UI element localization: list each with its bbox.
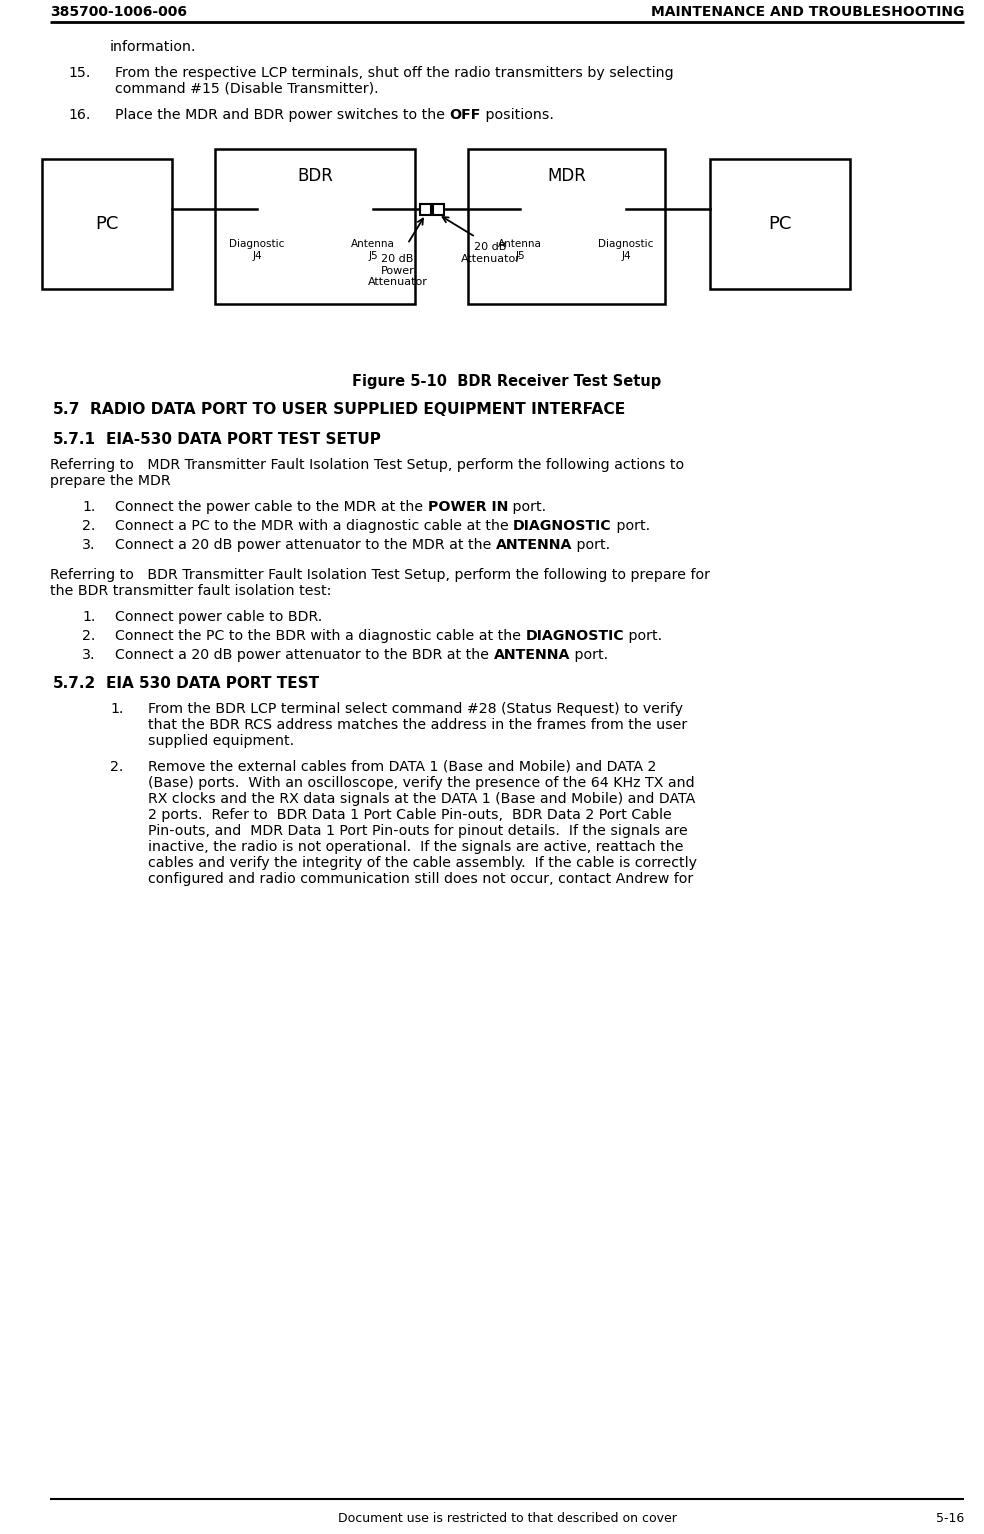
Text: 16.: 16. <box>68 107 91 123</box>
Text: 20 dB
Attenuator: 20 dB Attenuator <box>461 242 521 264</box>
Text: 20 dB
Power
Attenuator: 20 dB Power Attenuator <box>368 255 427 287</box>
Text: Antenna
J5: Antenna J5 <box>351 239 395 261</box>
Text: PC: PC <box>769 215 792 233</box>
Text: 5-16: 5-16 <box>936 1513 964 1525</box>
Text: cables and verify the integrity of the cable assembly.  If the cable is correctl: cables and verify the integrity of the c… <box>148 856 697 870</box>
Text: Diagnostic
J4: Diagnostic J4 <box>229 239 284 261</box>
Text: RX clocks and the RX data signals at the DATA 1 (Base and Mobile) and DATA: RX clocks and the RX data signals at the… <box>148 792 696 805</box>
Bar <box>42 160 172 288</box>
Text: Connect power cable to BDR.: Connect power cable to BDR. <box>115 611 322 624</box>
Text: 2 ports.  Refer to  BDR Data 1 Port Cable Pin-outs,  BDR Data 2 Port Cable: 2 ports. Refer to BDR Data 1 Port Cable … <box>148 808 672 822</box>
Text: Connect the PC to the BDR with a diagnostic cable at the: Connect the PC to the BDR with a diagnos… <box>115 629 525 643</box>
Text: MAINTENANCE AND TROUBLESHOOTING: MAINTENANCE AND TROUBLESHOOTING <box>650 5 964 18</box>
Text: supplied equipment.: supplied equipment. <box>148 733 294 749</box>
Text: RADIO DATA PORT TO USER SUPPLIED EQUIPMENT INTERFACE: RADIO DATA PORT TO USER SUPPLIED EQUIPME… <box>90 402 625 417</box>
Text: OFF: OFF <box>450 107 481 123</box>
Text: Connect a PC to the MDR with a diagnostic cable at the: Connect a PC to the MDR with a diagnosti… <box>115 518 514 532</box>
Text: Remove the external cables from DATA 1 (Base and Mobile) and DATA 2: Remove the external cables from DATA 1 (… <box>148 759 656 775</box>
Text: information.: information. <box>110 40 197 54</box>
Text: 1.: 1. <box>82 500 95 514</box>
Text: port.: port. <box>508 500 546 514</box>
Text: 3.: 3. <box>82 538 95 552</box>
Text: command #15 (Disable Transmitter).: command #15 (Disable Transmitter). <box>115 81 379 97</box>
Text: Place the MDR and BDR power switches to the: Place the MDR and BDR power switches to … <box>115 107 450 123</box>
Text: DIAGNOSTIC: DIAGNOSTIC <box>514 518 612 532</box>
Text: positions.: positions. <box>481 107 554 123</box>
Text: 5.7.1: 5.7.1 <box>53 433 96 446</box>
Text: 1.: 1. <box>82 611 95 624</box>
Text: POWER IN: POWER IN <box>428 500 508 514</box>
Text: 3.: 3. <box>82 647 95 663</box>
Text: From the BDR LCP terminal select command #28 (Status Request) to verify: From the BDR LCP terminal select command… <box>148 703 683 716</box>
Bar <box>420 204 431 215</box>
Text: 5.7.2: 5.7.2 <box>53 676 96 690</box>
Text: port.: port. <box>624 629 662 643</box>
Text: 2.: 2. <box>82 518 95 532</box>
Text: inactive, the radio is not operational.  If the signals are active, reattach the: inactive, the radio is not operational. … <box>148 841 684 854</box>
Text: prepare the MDR: prepare the MDR <box>50 474 170 488</box>
Text: 2.: 2. <box>110 759 123 775</box>
Text: 385700-1006-006: 385700-1006-006 <box>50 5 187 18</box>
Text: Referring to   BDR Transmitter Fault Isolation Test Setup, perform the following: Referring to BDR Transmitter Fault Isola… <box>50 568 710 581</box>
Text: 1.: 1. <box>110 703 123 716</box>
Text: ANTENNA: ANTENNA <box>494 647 570 663</box>
Bar <box>215 149 415 304</box>
Text: Referring to   MDR Transmitter Fault Isolation Test Setup, perform the following: Referring to MDR Transmitter Fault Isola… <box>50 459 684 472</box>
Text: port.: port. <box>573 538 610 552</box>
Text: BDR: BDR <box>297 167 333 186</box>
Text: port.: port. <box>570 647 608 663</box>
Text: the BDR transmitter fault isolation test:: the BDR transmitter fault isolation test… <box>50 584 332 598</box>
Text: Connect a 20 dB power attenuator to the MDR at the: Connect a 20 dB power attenuator to the … <box>115 538 496 552</box>
Bar <box>710 160 850 288</box>
Text: Antenna
J5: Antenna J5 <box>498 239 542 261</box>
Text: Pin-outs, and  MDR Data 1 Port Pin-outs for pinout details.  If the signals are: Pin-outs, and MDR Data 1 Port Pin-outs f… <box>148 824 688 838</box>
Text: EIA 530 DATA PORT TEST: EIA 530 DATA PORT TEST <box>106 676 319 690</box>
Text: Connect the power cable to the MDR at the: Connect the power cable to the MDR at th… <box>115 500 428 514</box>
Bar <box>433 204 444 215</box>
Text: (Base) ports.  With an oscilloscope, verify the presence of the 64 KHz TX and: (Base) ports. With an oscilloscope, veri… <box>148 776 695 790</box>
Text: configured and radio communication still does not occur, contact Andrew for: configured and radio communication still… <box>148 871 694 887</box>
Text: From the respective LCP terminals, shut off the radio transmitters by selecting: From the respective LCP terminals, shut … <box>115 66 674 80</box>
Text: ANTENNA: ANTENNA <box>496 538 573 552</box>
Text: 15.: 15. <box>68 66 91 80</box>
Text: MDR: MDR <box>547 167 585 186</box>
Text: Diagnostic
J4: Diagnostic J4 <box>598 239 653 261</box>
Text: that the BDR RCS address matches the address in the frames from the user: that the BDR RCS address matches the add… <box>148 718 687 732</box>
Text: Figure 5-10  BDR Receiver Test Setup: Figure 5-10 BDR Receiver Test Setup <box>352 374 661 390</box>
Text: Document use is restricted to that described on cover: Document use is restricted to that descr… <box>338 1513 676 1525</box>
Text: DIAGNOSTIC: DIAGNOSTIC <box>525 629 624 643</box>
Text: 2.: 2. <box>82 629 95 643</box>
Text: port.: port. <box>612 518 650 532</box>
Text: EIA-530 DATA PORT TEST SETUP: EIA-530 DATA PORT TEST SETUP <box>106 433 381 446</box>
Text: 5.7: 5.7 <box>53 402 81 417</box>
Text: PC: PC <box>95 215 119 233</box>
Text: Connect a 20 dB power attenuator to the BDR at the: Connect a 20 dB power attenuator to the … <box>115 647 494 663</box>
Bar <box>468 149 665 304</box>
